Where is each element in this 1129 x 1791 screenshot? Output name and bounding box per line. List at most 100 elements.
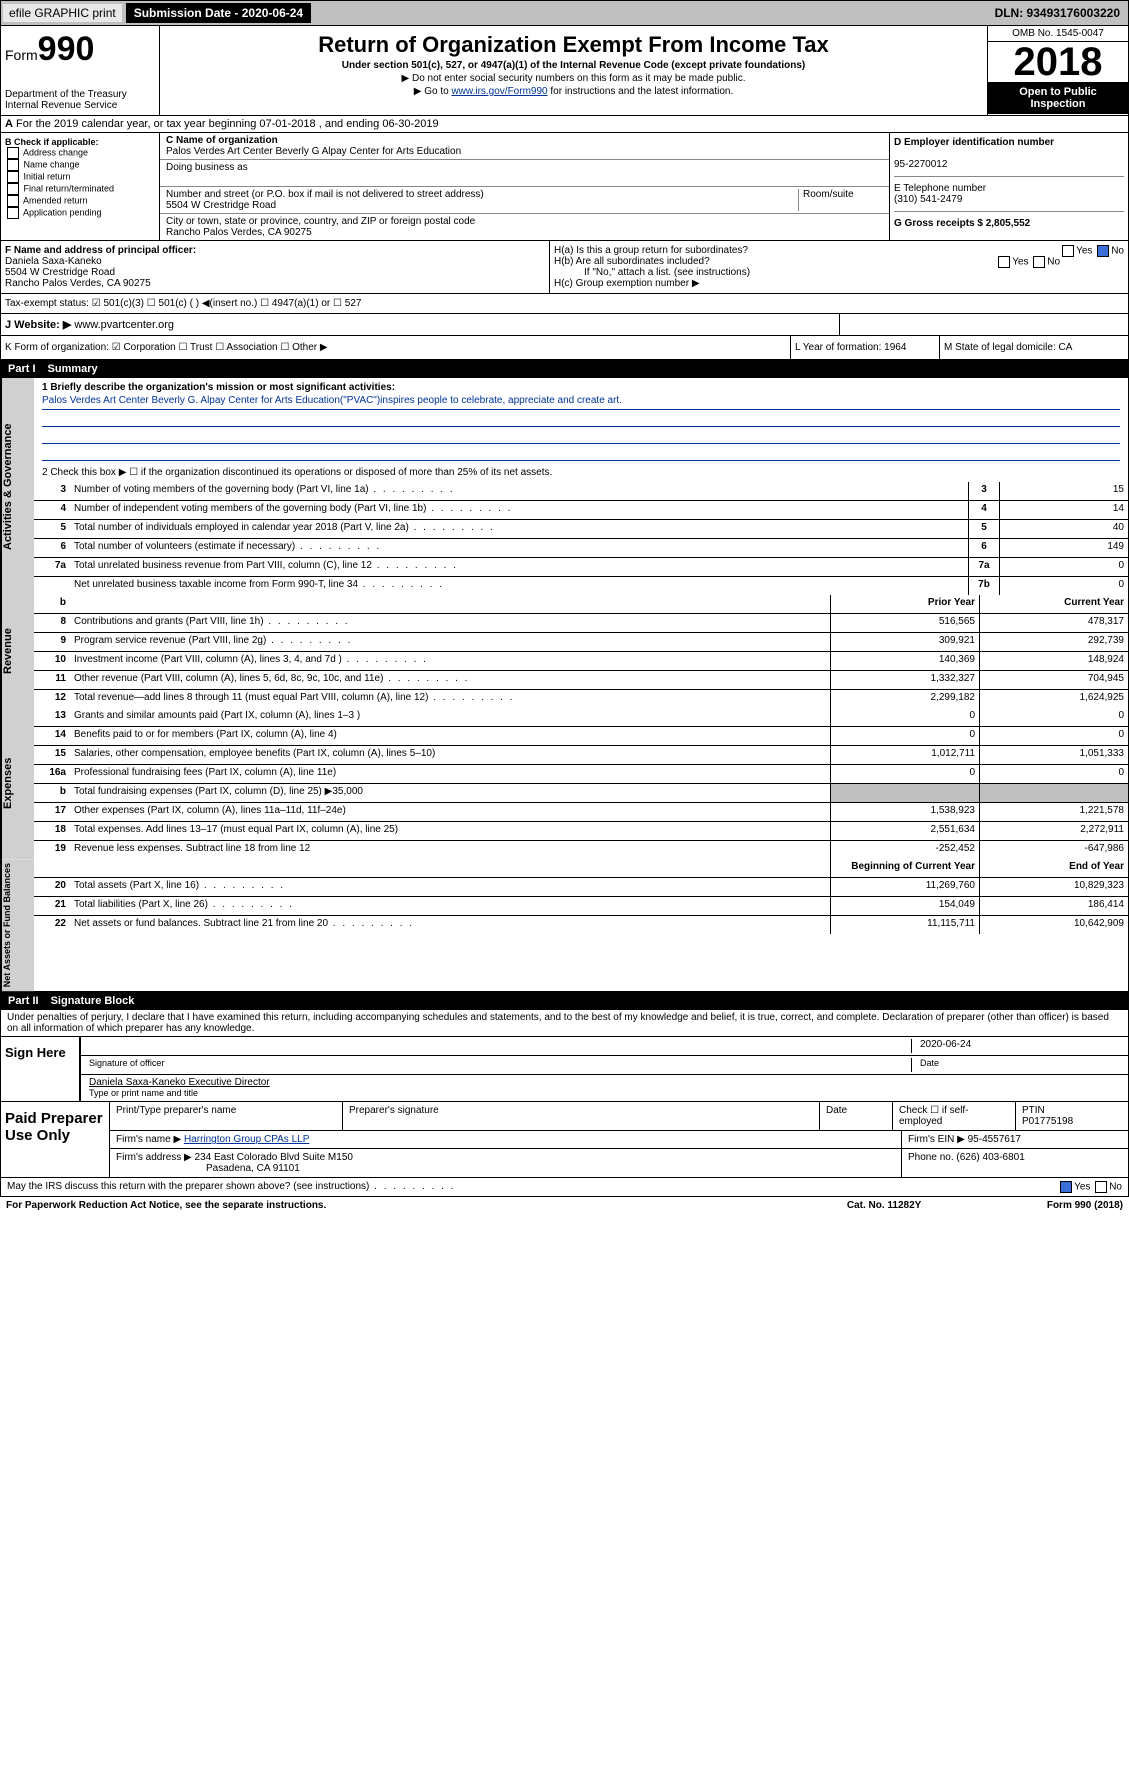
box-b-header: B Check if applicable: [5,137,155,147]
revenue-line: 10Investment income (Part VIII, column (… [34,652,1128,671]
sign-date: 2020-06-24 [912,1039,1120,1053]
open-inspection: Open to Public Inspection [988,82,1128,114]
firm-city: Pasadena, CA 91101 [116,1163,300,1174]
summary-line: 3Number of voting members of the governi… [34,482,1128,501]
box-f: F Name and address of principal officer:… [1,241,550,293]
officer-name: Daniela Saxa-Kaneko [5,256,102,267]
expense-line: 19Revenue less expenses. Subtract line 1… [34,841,1128,859]
expense-line: 17Other expenses (Part IX, column (A), l… [34,803,1128,822]
firm-name-label: Firm's name ▶ [116,1134,181,1145]
addr-label: Number and street (or P.O. box if mail i… [166,189,484,200]
firm-ein: 95-4557617 [968,1134,1021,1145]
h-c-cell [839,314,1128,335]
phone-value: (310) 541-2479 [894,194,962,205]
nethdr-current: End of Year [979,859,1128,877]
box-h: H(a) Is this a group return for subordin… [550,241,1128,293]
nethdr-prior: Beginning of Current Year [830,859,979,877]
discuss-yes: Yes [1074,1182,1090,1193]
city-label: City or town, state or province, country… [166,216,475,227]
row-a-taxyear: A For the 2019 calendar year, or tax yea… [0,116,1129,133]
box-b-item[interactable]: Final return/terminated [5,183,155,195]
vtab-activities: Activities & Governance [1,378,34,595]
dept-treasury: Department of the Treasury Internal Reve… [5,89,155,111]
box-b-item[interactable]: Initial return [5,171,155,183]
row-i-tax-status: Tax-exempt status: ☑ 501(c)(3) ☐ 501(c) … [0,294,1129,314]
paid-preparer-block: Paid Preparer Use Only Print/Type prepar… [0,1102,1129,1178]
ein-value: 95-2270012 [894,159,947,170]
form-header: Form990 Department of the Treasury Inter… [0,26,1129,116]
row-j-website: J Website: ▶ www.pvartcenter.org [1,314,839,335]
revenue-line: 8Contributions and grants (Part VIII, li… [34,614,1128,633]
col-b-num: b [34,595,70,613]
prep-date-hdr: Date [820,1102,893,1130]
org-name: Palos Verdes Art Center Beverly G Alpay … [166,146,461,157]
netassets-line: 21Total liabilities (Part X, line 26)154… [34,897,1128,916]
org-name-label: C Name of organization [166,135,278,146]
expense-line: 13Grants and similar amounts paid (Part … [34,708,1128,727]
netassets-line: 20Total assets (Part X, line 16)11,269,7… [34,878,1128,897]
cat-no: Cat. No. 11282Y [847,1200,1047,1211]
officer-sig-name: Daniela Saxa-Kaneko Executive Director [89,1077,270,1088]
self-emp-hdr: Check ☐ if self-employed [893,1102,1016,1130]
org-address: 5504 W Crestridge Road [166,200,276,211]
perjury-text: Under penalties of perjury, I declare th… [0,1010,1129,1037]
h-c: H(c) Group exemption number ▶ [554,278,1124,289]
expense-line: 14Benefits paid to or for members (Part … [34,727,1128,746]
h-b2: If "No," attach a list. (see instruction… [554,267,1124,278]
firm-addr: 234 East Colorado Blvd Suite M150 [195,1152,353,1163]
note-ssn: ▶ Do not enter social security numbers o… [164,73,983,84]
note-goto: ▶ Go to www.irs.gov/Form990 for instruct… [164,86,983,97]
mission-text: Palos Verdes Art Center Beverly G. Alpay… [42,395,1120,410]
tax-year: 2018 [988,42,1128,82]
irs-link[interactable]: www.irs.gov/Form990 [451,86,547,97]
colhdr-current: Current Year [979,595,1128,613]
firm-name[interactable]: Harrington Group CPAs LLP [184,1134,309,1145]
vtab-expenses: Expenses [1,708,34,859]
gross-receipts: G Gross receipts $ 2,805,552 [894,218,1030,229]
firm-phone: (626) 403-6801 [956,1152,1024,1163]
type-name-label: Type or print name and title [89,1088,198,1098]
top-bar: efile GRAPHIC print Submission Date - 20… [0,0,1129,26]
paperwork-notice: For Paperwork Reduction Act Notice, see … [6,1200,847,1211]
officer-addr1: 5504 W Crestridge Road [5,267,115,278]
row-m-state: M State of legal domicile: CA [939,336,1128,359]
dln: DLN: 93493176003220 [989,4,1126,22]
website-value: www.pvartcenter.org [74,319,174,331]
form-subtitle: Under section 501(c), 527, or 4947(a)(1)… [164,60,983,71]
box-b-item[interactable]: Application pending [5,207,155,219]
submission-date: Submission Date - 2020-06-24 [126,3,311,23]
h-b: H(b) Are all subordinates included? [554,256,710,267]
box-b-item[interactable]: Address change [5,147,155,159]
expense-line: 16aProfessional fundraising fees (Part I… [34,765,1128,784]
prep-name-hdr: Print/Type preparer's name [110,1102,343,1130]
discuss-question: May the IRS discuss this return with the… [7,1181,1058,1193]
revenue-line: 11Other revenue (Part VIII, column (A), … [34,671,1128,690]
prep-sig-hdr: Preparer's signature [343,1102,820,1130]
officer-addr2: Rancho Palos Verdes, CA 90275 [5,278,151,289]
ptin-value: P01775198 [1022,1116,1073,1127]
box-c: C Name of organizationPalos Verdes Art C… [160,133,890,240]
org-city: Rancho Palos Verdes, CA 90275 [166,227,312,238]
sign-here-block: Sign Here 2020-06-24 Signature of office… [0,1037,1129,1102]
form-title: Return of Organization Exempt From Incom… [164,32,983,58]
vtab-revenue: Revenue [1,595,34,708]
discuss-row: May the IRS discuss this return with the… [0,1178,1129,1197]
line2-label: 2 Check this box ▶ ☐ if the organization… [42,467,1120,478]
firm-phone-label: Phone no. [908,1152,954,1163]
ein-label: D Employer identification number [894,137,1054,148]
netassets-line: 22Net assets or fund balances. Subtract … [34,916,1128,934]
part2-header: Part IISignature Block [0,992,1129,1010]
sign-here-label: Sign Here [1,1037,81,1101]
box-b-item[interactable]: Name change [5,159,155,171]
dba-label: Doing business as [166,162,248,173]
row-k-form-org: K Form of organization: ☑ Corporation ☐ … [1,336,790,359]
expense-line: bTotal fundraising expenses (Part IX, co… [34,784,1128,803]
firm-ein-label: Firm's EIN ▶ [908,1134,965,1145]
revenue-line: 9Program service revenue (Part VIII, lin… [34,633,1128,652]
box-b-item[interactable]: Amended return [5,195,155,207]
row-l-year: L Year of formation: 1964 [790,336,939,359]
firm-addr-label: Firm's address ▶ [116,1152,192,1163]
efile-btn[interactable]: efile GRAPHIC print [3,4,122,22]
box-b: B Check if applicable: Address change Na… [1,133,160,240]
footer-row: For Paperwork Reduction Act Notice, see … [0,1197,1129,1214]
